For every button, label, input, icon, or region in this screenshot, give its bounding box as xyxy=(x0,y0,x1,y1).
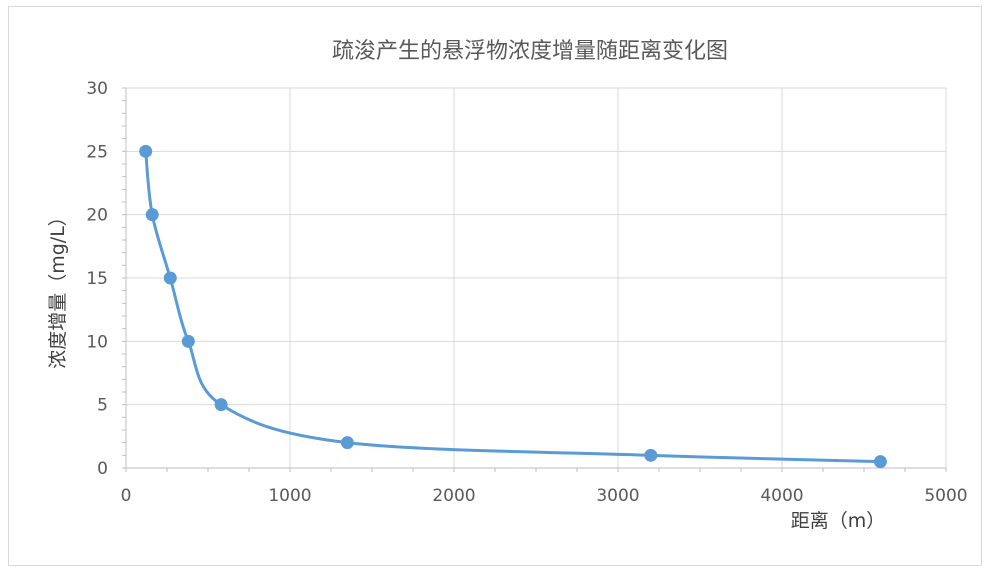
grid xyxy=(126,87,947,468)
data-point xyxy=(214,398,228,412)
y-tick-label: 30 xyxy=(86,79,108,99)
data-point xyxy=(163,271,177,285)
data-point xyxy=(139,144,153,158)
x-axis-title: 距离（m） xyxy=(791,510,886,532)
x-tick-label: 0 xyxy=(121,486,132,506)
x-tick-label: 3000 xyxy=(596,486,639,506)
y-tick-labels: 0 5 10 15 20 25 30 xyxy=(86,79,108,479)
data-point xyxy=(644,448,658,462)
chart-frame xyxy=(8,6,982,566)
data-point xyxy=(340,436,354,450)
x-tick-label: 1000 xyxy=(268,486,311,506)
chart-title: 疏浚产生的悬浮物浓度增量随距离变化图 xyxy=(332,39,728,64)
x-tick-label: 5000 xyxy=(924,486,967,506)
y-tick-label: 25 xyxy=(86,142,108,162)
series-line xyxy=(144,151,881,464)
axes xyxy=(122,87,947,472)
y-axis-title: 浓度增量（mg/L） xyxy=(47,207,69,369)
data-point xyxy=(873,455,887,469)
y-tick-label: 10 xyxy=(86,332,108,352)
x-tick-label: 4000 xyxy=(760,486,803,506)
y-tick-label: 20 xyxy=(86,206,108,226)
data-point xyxy=(145,208,159,222)
y-tick-label: 15 xyxy=(86,269,108,289)
y-tick-label: 0 xyxy=(97,459,108,479)
x-tick-label: 2000 xyxy=(432,486,475,506)
series-layer xyxy=(139,144,887,469)
x-tick-labels: 0 1000 2000 3000 4000 5000 xyxy=(121,486,968,506)
y-tick-label: 5 xyxy=(97,396,108,416)
data-point xyxy=(181,334,195,348)
